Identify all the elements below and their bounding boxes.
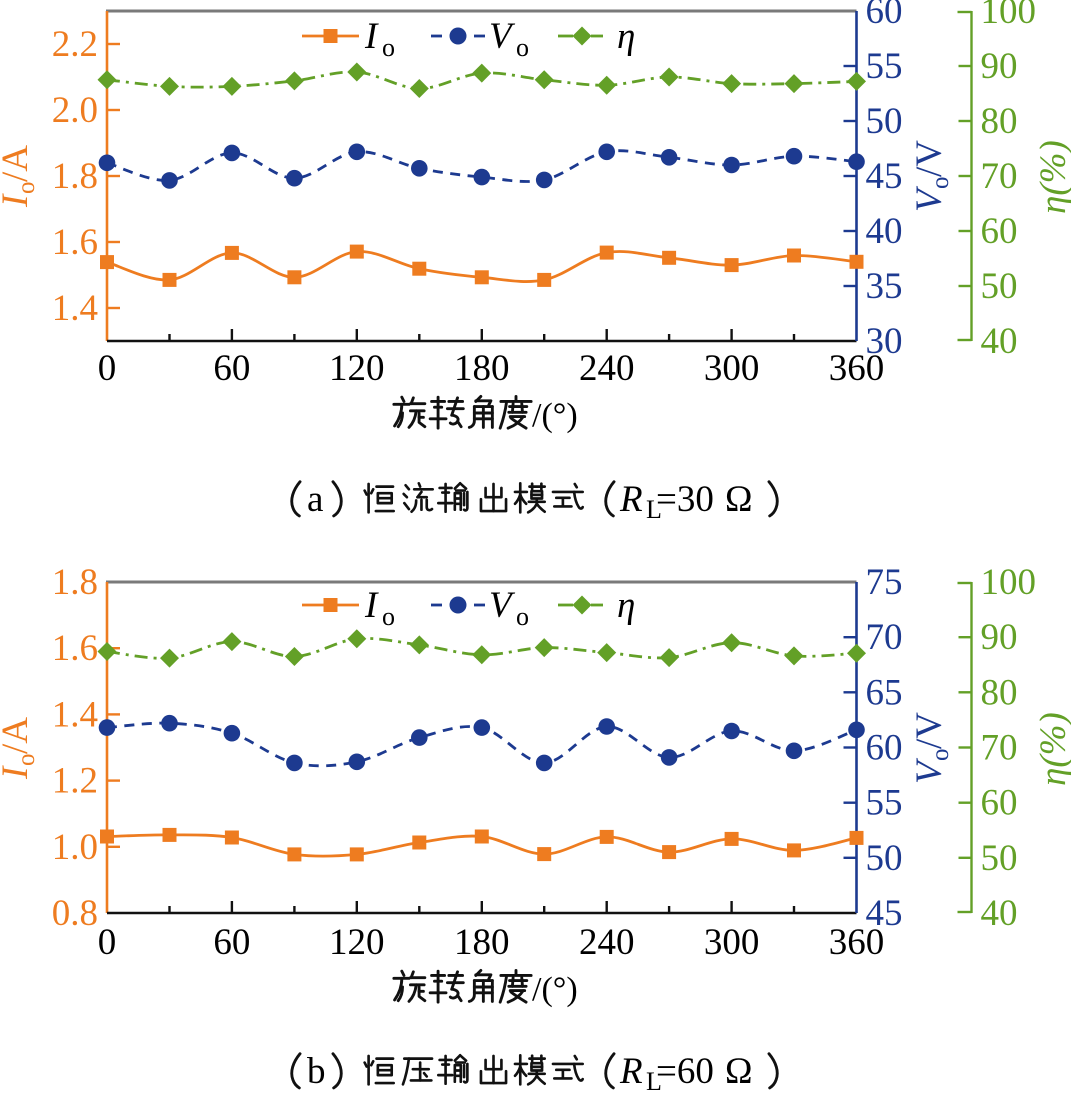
svg-text:0: 0 bbox=[98, 922, 117, 963]
svg-text:Ω: Ω bbox=[725, 1051, 753, 1091]
svg-text:65: 65 bbox=[866, 672, 903, 713]
svg-text:100: 100 bbox=[981, 562, 1037, 603]
svg-text:50: 50 bbox=[866, 101, 903, 142]
svg-text:30: 30 bbox=[866, 321, 903, 362]
svg-text:/A: /A bbox=[0, 717, 36, 754]
svg-text:240: 240 bbox=[579, 922, 635, 963]
svg-text:2.0: 2.0 bbox=[52, 90, 98, 131]
svg-text:40: 40 bbox=[981, 893, 1018, 934]
svg-text:V: V bbox=[489, 585, 516, 626]
svg-text:η(%): η(%) bbox=[1033, 712, 1071, 786]
svg-text:2.2: 2.2 bbox=[52, 24, 98, 65]
svg-text:o: o bbox=[516, 602, 529, 631]
svg-text:60: 60 bbox=[981, 783, 1018, 824]
svg-text:180: 180 bbox=[454, 348, 510, 389]
svg-text:o: o bbox=[382, 602, 395, 631]
svg-text:360: 360 bbox=[829, 922, 885, 963]
svg-text:80: 80 bbox=[981, 101, 1018, 142]
svg-text:V: V bbox=[909, 757, 950, 784]
svg-text:I: I bbox=[0, 193, 36, 208]
svg-text:V: V bbox=[489, 16, 516, 57]
svg-text:o: o bbox=[382, 33, 395, 62]
svg-text:/V: /V bbox=[909, 712, 950, 749]
svg-text:/A: /A bbox=[0, 145, 36, 182]
svg-text:100: 100 bbox=[981, 0, 1037, 32]
svg-text:1.0: 1.0 bbox=[52, 827, 98, 868]
svg-text:0.8: 0.8 bbox=[52, 893, 98, 934]
svg-text:1.6: 1.6 bbox=[52, 628, 98, 669]
svg-text:40: 40 bbox=[866, 211, 903, 252]
svg-text:o: o bbox=[927, 177, 954, 190]
svg-text:o: o bbox=[927, 749, 954, 762]
svg-text:Ω: Ω bbox=[725, 479, 753, 520]
svg-text:90: 90 bbox=[981, 617, 1018, 658]
svg-text:35: 35 bbox=[866, 266, 903, 307]
svg-text:180: 180 bbox=[454, 922, 510, 963]
svg-text:η: η bbox=[617, 16, 635, 57]
svg-text:1.8: 1.8 bbox=[52, 562, 98, 603]
svg-text:1.6: 1.6 bbox=[52, 222, 98, 263]
svg-text:55: 55 bbox=[866, 783, 903, 824]
svg-text:a: a bbox=[307, 479, 323, 520]
svg-text:240: 240 bbox=[579, 348, 635, 389]
svg-text:I: I bbox=[364, 585, 379, 626]
svg-text:/(°): /(°) bbox=[532, 397, 578, 434]
svg-text:1.4: 1.4 bbox=[52, 694, 98, 735]
svg-text:0: 0 bbox=[98, 348, 117, 389]
svg-text:300: 300 bbox=[704, 922, 760, 963]
svg-text:120: 120 bbox=[329, 348, 385, 389]
svg-text:50: 50 bbox=[981, 266, 1018, 307]
svg-text:60: 60 bbox=[866, 728, 903, 769]
svg-text:60: 60 bbox=[866, 0, 903, 32]
svg-text:L: L bbox=[646, 1067, 662, 1091]
svg-text:90: 90 bbox=[981, 46, 1018, 87]
svg-text:45: 45 bbox=[866, 156, 903, 197]
svg-text:50: 50 bbox=[866, 838, 903, 879]
svg-text:60: 60 bbox=[981, 211, 1018, 252]
svg-text:o: o bbox=[516, 33, 529, 62]
svg-text:η: η bbox=[617, 585, 635, 626]
svg-text:/V: /V bbox=[909, 140, 950, 177]
svg-text:V: V bbox=[909, 185, 950, 212]
svg-text:40: 40 bbox=[981, 321, 1018, 362]
svg-text:=60: =60 bbox=[656, 1051, 714, 1091]
svg-text:70: 70 bbox=[981, 728, 1018, 769]
svg-text:60: 60 bbox=[213, 922, 250, 963]
svg-text:80: 80 bbox=[981, 672, 1018, 713]
svg-text:R: R bbox=[619, 1051, 643, 1091]
svg-text:1.8: 1.8 bbox=[52, 156, 98, 197]
svg-text:1.2: 1.2 bbox=[52, 761, 98, 802]
svg-text:60: 60 bbox=[213, 348, 250, 389]
svg-text:1.4: 1.4 bbox=[52, 288, 98, 329]
svg-text:L: L bbox=[646, 495, 662, 524]
svg-text:R: R bbox=[619, 479, 643, 520]
svg-text:300: 300 bbox=[704, 348, 760, 389]
svg-text:I: I bbox=[0, 765, 36, 780]
svg-text:70: 70 bbox=[866, 617, 903, 658]
svg-text:=30: =30 bbox=[656, 479, 714, 520]
svg-text:50: 50 bbox=[981, 838, 1018, 879]
svg-text:o: o bbox=[13, 754, 40, 767]
svg-text:75: 75 bbox=[866, 562, 903, 603]
svg-text:55: 55 bbox=[866, 46, 903, 87]
svg-text:120: 120 bbox=[329, 922, 385, 963]
svg-text:η(%): η(%) bbox=[1033, 140, 1071, 214]
svg-text:/(°): /(°) bbox=[532, 971, 578, 1008]
svg-text:70: 70 bbox=[981, 156, 1018, 197]
svg-text:45: 45 bbox=[866, 893, 903, 934]
svg-text:I: I bbox=[364, 16, 379, 57]
svg-text:360: 360 bbox=[829, 348, 885, 389]
svg-text:b: b bbox=[307, 1051, 326, 1091]
svg-text:o: o bbox=[13, 182, 40, 195]
